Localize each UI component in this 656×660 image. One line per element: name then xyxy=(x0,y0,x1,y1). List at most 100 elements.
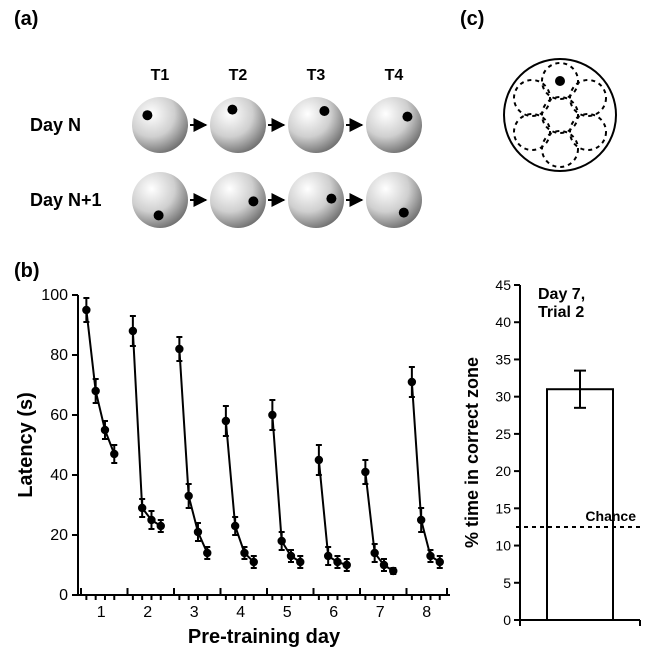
bar-ytick-label: 30 xyxy=(495,389,511,405)
latency-line xyxy=(319,460,347,565)
latency-line xyxy=(226,421,254,562)
data-point xyxy=(91,387,99,395)
data-point xyxy=(240,549,248,557)
xtick-label: 8 xyxy=(422,604,431,621)
data-point xyxy=(222,417,230,425)
pool-sphere xyxy=(132,97,188,153)
data-point xyxy=(138,504,146,512)
bar-y-axis-label: % time in correct zone xyxy=(462,357,482,548)
pool-sphere xyxy=(366,172,422,228)
zone-circle xyxy=(542,131,578,167)
latency-line xyxy=(412,382,440,562)
panel-a-diagram: T1 T2 T3 T4 Day N Day N+1 xyxy=(20,40,450,240)
latency-line xyxy=(272,415,300,562)
xtick-label: 6 xyxy=(329,604,338,621)
ytick-label: 20 xyxy=(50,527,68,544)
data-point xyxy=(268,411,276,419)
xtick-label: 7 xyxy=(376,604,385,621)
xtick-label: 5 xyxy=(283,604,292,621)
bar-ytick-label: 5 xyxy=(503,575,511,591)
bar-ytick-label: 35 xyxy=(495,351,511,367)
platform-dot xyxy=(402,112,412,122)
xtick-label: 2 xyxy=(143,604,152,621)
data-point xyxy=(203,549,211,557)
data-point xyxy=(408,378,416,386)
xtick-label: 4 xyxy=(236,604,245,621)
panel-c-label: (c) xyxy=(460,8,484,31)
data-point xyxy=(324,552,332,560)
zone-circle xyxy=(514,80,550,116)
platform-dot xyxy=(326,194,336,204)
bar-ytick-label: 20 xyxy=(495,463,511,479)
data-point xyxy=(296,558,304,566)
bar-rect xyxy=(547,389,613,620)
row-label: Day N xyxy=(30,115,81,135)
data-point xyxy=(129,327,137,335)
bar-title: Trial 2 xyxy=(538,304,584,321)
target-dot xyxy=(555,76,565,86)
platform-dot xyxy=(399,208,409,218)
platform-dot xyxy=(227,105,237,115)
latency-line xyxy=(179,349,207,553)
latency-line xyxy=(365,472,393,571)
row-label: Day N+1 xyxy=(30,190,102,210)
chance-label: Chance xyxy=(585,508,636,524)
bar-ytick-label: 15 xyxy=(495,500,511,516)
y-axis-label: Latency (s) xyxy=(15,392,37,498)
ytick-label: 40 xyxy=(50,467,68,484)
zone-circle xyxy=(570,114,606,150)
zone-circle xyxy=(570,80,606,116)
pool-sphere xyxy=(366,97,422,153)
data-point xyxy=(250,558,258,566)
platform-dot xyxy=(142,110,152,120)
pool-sphere xyxy=(210,97,266,153)
data-point xyxy=(110,450,118,458)
data-point xyxy=(417,516,425,524)
zone-circle xyxy=(542,97,578,133)
panel-c-zones-diagram xyxy=(480,40,640,190)
x-axis-label: Pre-training day xyxy=(188,626,341,648)
data-point xyxy=(184,492,192,500)
data-point xyxy=(333,558,341,566)
platform-dot xyxy=(319,106,329,116)
data-point xyxy=(157,522,165,530)
data-point xyxy=(287,552,295,560)
ytick-label: 80 xyxy=(50,347,68,364)
panel-b-chart: 020406080100Latency (s)12345678Pre-train… xyxy=(10,280,460,650)
trial-label: T1 xyxy=(151,67,170,84)
platform-dot xyxy=(248,196,258,206)
bar-ytick-label: 40 xyxy=(495,314,511,330)
latency-line xyxy=(86,310,114,454)
bar-ytick-label: 0 xyxy=(503,612,511,628)
bar-ytick-label: 45 xyxy=(495,277,511,293)
data-point xyxy=(389,567,397,575)
bar-title: Day 7, xyxy=(538,286,585,303)
data-point xyxy=(426,552,434,560)
data-point xyxy=(147,516,155,524)
pool-sphere xyxy=(288,97,344,153)
bar-ytick-label: 10 xyxy=(495,538,511,554)
data-point xyxy=(82,306,90,314)
bar-ytick-label: 25 xyxy=(495,426,511,442)
xtick-label: 1 xyxy=(97,604,106,621)
trial-label: T3 xyxy=(307,67,326,84)
ytick-label: 0 xyxy=(59,587,68,604)
data-point xyxy=(175,345,183,353)
platform-dot xyxy=(154,210,164,220)
ytick-label: 100 xyxy=(41,287,68,304)
trial-label: T4 xyxy=(385,67,404,84)
data-point xyxy=(361,468,369,476)
trial-label: T2 xyxy=(229,67,248,84)
data-point xyxy=(194,528,202,536)
arena-outline xyxy=(504,59,616,171)
data-point xyxy=(101,426,109,434)
data-point xyxy=(436,558,444,566)
latency-line xyxy=(133,331,161,526)
zone-circle xyxy=(514,114,550,150)
data-point xyxy=(315,456,323,464)
data-point xyxy=(370,549,378,557)
data-point xyxy=(343,561,351,569)
ytick-label: 60 xyxy=(50,407,68,424)
data-point xyxy=(231,522,239,530)
panel-c-bar-chart: 0 5 10 15 20 25 30 35 40 45 % time in correct zone… xyxy=(460,260,650,640)
